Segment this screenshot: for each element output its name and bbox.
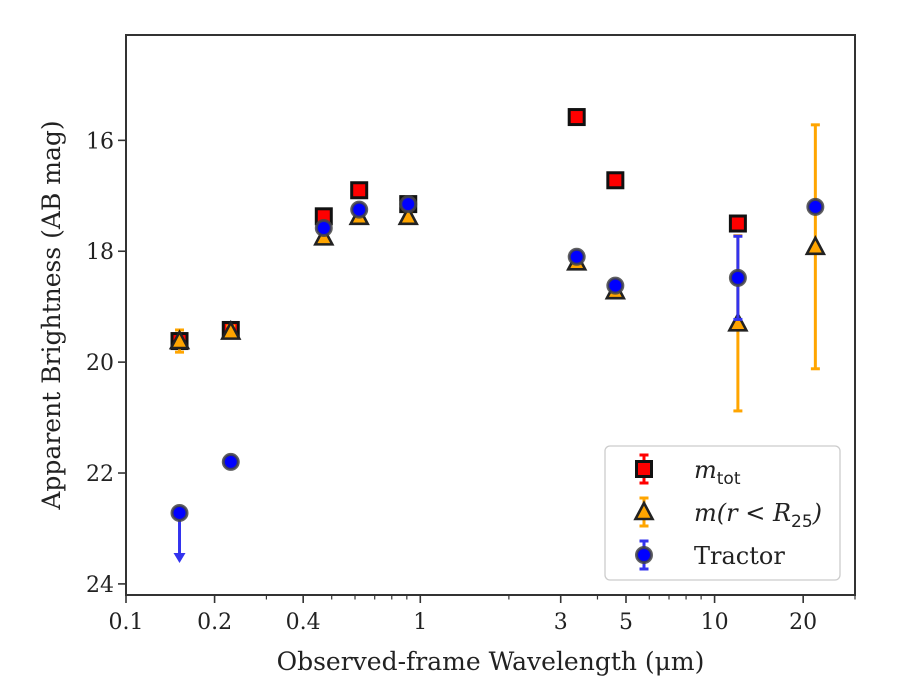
point-tractor (728, 268, 747, 287)
point-tractor (399, 195, 418, 214)
x-tick-label: 5 (619, 610, 633, 635)
legend-item-tractor: Tractor (635, 539, 785, 571)
point-tractor (806, 197, 825, 216)
legend-item-mtot: mtot (635, 453, 741, 489)
legend-label-tractor: Tractor (694, 542, 785, 570)
point-mtot (606, 171, 625, 190)
x-tick-label: 20 (789, 610, 817, 635)
point-mr25 (220, 319, 242, 340)
point-mtot (567, 108, 586, 127)
point-mr25 (168, 329, 191, 350)
point-tractor (350, 200, 369, 219)
point-mtot (350, 181, 369, 200)
point-tractor (314, 218, 333, 237)
legend-label-mtot: mtot (694, 456, 741, 489)
legend-marker-mr25 (633, 500, 655, 521)
axis-ticks: 0.1 0.2 0.4 1 3 5 10 20 16 18 20 22 24 (86, 129, 856, 635)
plot-marks (168, 108, 827, 563)
x-axis-label: Observed-frame Wavelength (μm) (277, 647, 705, 676)
legend-label-mr25: m(r < R25) (694, 499, 822, 532)
x-tick-label: 0.4 (286, 610, 321, 635)
x-tick-label: 1 (413, 610, 427, 635)
y-axis-label: Apparent Brightness (AB mag) (37, 120, 66, 510)
legend-marker-tractor (635, 546, 653, 564)
series-tractor (170, 195, 825, 563)
series-mtot (170, 108, 747, 351)
y-tick-label: 20 (86, 351, 114, 376)
x-tick-label: 0.2 (197, 610, 232, 635)
y-tick-label: 24 (86, 573, 114, 598)
point-mtot (728, 214, 747, 233)
point-tractor (221, 452, 240, 471)
y-tick-label: 18 (86, 240, 114, 265)
point-tractor (170, 503, 189, 522)
x-tick-label: 10 (701, 610, 729, 635)
legend: mtot m(r < R25) Tractor (604, 445, 841, 581)
point-mr25 (397, 205, 419, 226)
x-tick-label: 3 (554, 610, 568, 635)
legend-item-mr25: m(r < R25) (633, 496, 822, 532)
point-mr25 (727, 311, 749, 332)
legend-box (604, 445, 841, 581)
point-mr25 (804, 235, 827, 256)
y-tick-label: 16 (86, 129, 114, 154)
plot-frame (125, 34, 856, 596)
y-tick-label: 22 (86, 462, 114, 487)
x-tick-label: 0.1 (109, 610, 144, 635)
legend-marker-mtot (635, 460, 653, 478)
series-mr25 (168, 123, 827, 413)
upper-limit-arrow-head (173, 552, 186, 563)
point-tractor (606, 276, 625, 295)
point-tractor (567, 247, 586, 266)
